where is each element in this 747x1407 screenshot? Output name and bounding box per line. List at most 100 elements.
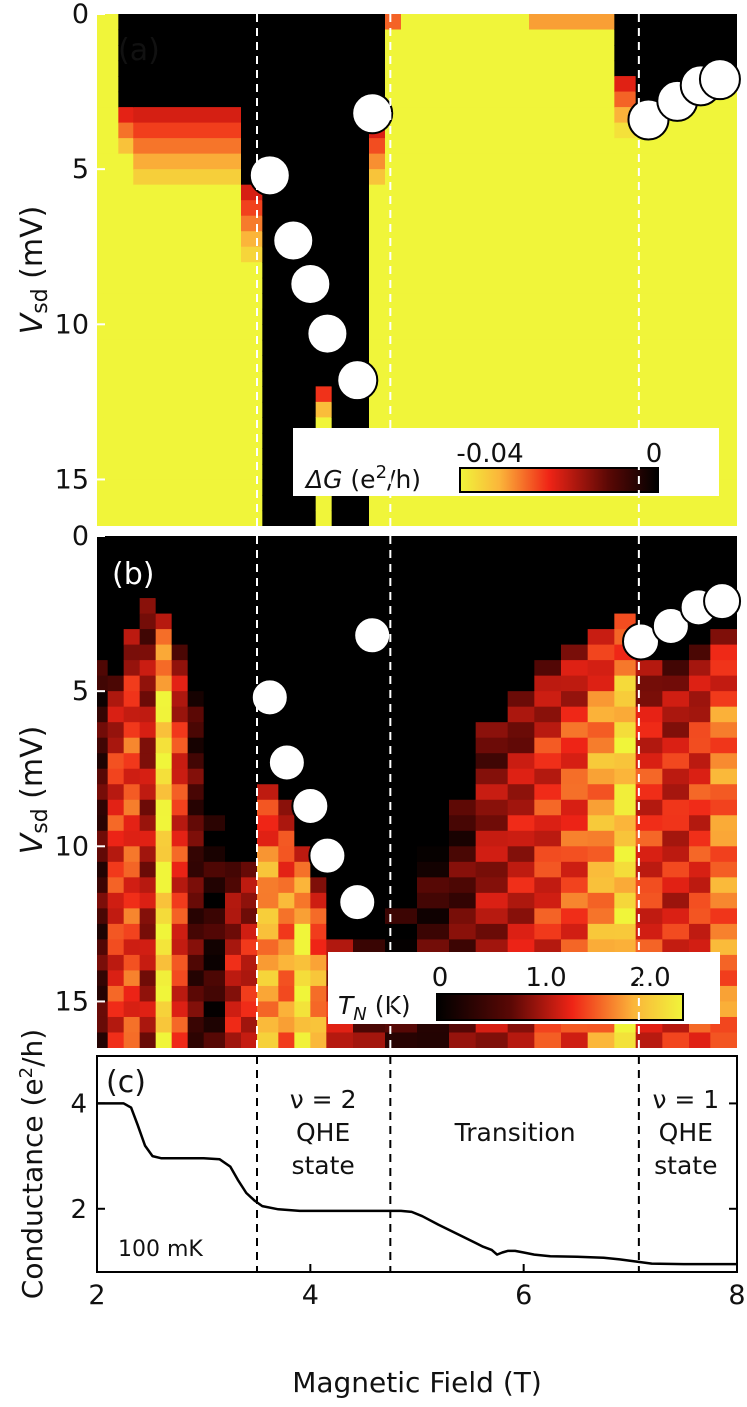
heatmap-cell bbox=[614, 706, 637, 723]
heatmap-cell bbox=[241, 939, 258, 956]
heatmap-cell bbox=[689, 355, 711, 372]
heatmap-cell bbox=[294, 644, 311, 661]
heatmap-cell bbox=[710, 691, 737, 708]
heatmap-cell bbox=[689, 846, 711, 863]
heatmap-cell bbox=[241, 877, 258, 894]
heatmap-cell bbox=[262, 355, 295, 372]
heatmap-cell bbox=[225, 1032, 242, 1048]
heatmap-cell bbox=[118, 200, 134, 217]
heatmap-cell bbox=[123, 706, 141, 723]
heatmap-cell bbox=[203, 629, 226, 646]
data-marker bbox=[250, 678, 289, 717]
heatmap-cell bbox=[107, 613, 125, 630]
heatmap-cell bbox=[133, 76, 242, 93]
heatmap-cell bbox=[187, 799, 205, 816]
heatmap-cell bbox=[103, 463, 119, 481]
heatmap-cell bbox=[561, 598, 589, 615]
heatmap-cell bbox=[353, 660, 386, 677]
heatmap-cell bbox=[369, 153, 386, 170]
heatmap-cell bbox=[139, 675, 157, 692]
heatmap-cell bbox=[241, 432, 263, 450]
heatmap-cell bbox=[587, 939, 615, 956]
heatmap-cell bbox=[241, 598, 258, 615]
heatmap-cell bbox=[529, 60, 615, 77]
heatmap-cell bbox=[689, 939, 711, 956]
panel-a-y-axis-title-sub: sd bbox=[28, 288, 53, 313]
heatmap-cell bbox=[635, 722, 663, 739]
heatmap-cell bbox=[171, 598, 189, 615]
heatmap-cell bbox=[155, 691, 173, 708]
heatmap-cell bbox=[401, 14, 530, 31]
heatmap-cell bbox=[97, 308, 104, 325]
panel-a-heatmap bbox=[97, 14, 737, 526]
panel-b-colorbar-title-unit: (K) bbox=[367, 991, 411, 1020]
heatmap-cell bbox=[118, 153, 134, 170]
heatmap-cell bbox=[534, 598, 562, 615]
heatmap-cell bbox=[123, 877, 141, 894]
heatmap-cell bbox=[449, 675, 477, 692]
data-marker bbox=[248, 154, 291, 197]
heatmap-cell bbox=[529, 76, 615, 93]
heatmap-cell bbox=[710, 830, 737, 847]
heatmap-cell bbox=[123, 954, 141, 972]
heatmap-cell bbox=[385, 644, 418, 661]
heatmap-cell bbox=[241, 644, 258, 661]
heatmap-cell bbox=[385, 768, 418, 785]
heatmap-cell bbox=[417, 629, 450, 646]
heatmap-cell bbox=[315, 169, 333, 186]
heatmap-cell bbox=[385, 262, 402, 279]
heatmap-cell bbox=[587, 675, 615, 692]
heatmap-cell bbox=[331, 215, 354, 232]
panel-a-y-axis-title: Vsd (mV) bbox=[15, 206, 53, 335]
heatmap-cell bbox=[401, 262, 530, 279]
heatmap-cell bbox=[118, 448, 134, 465]
heatmap-cell bbox=[241, 784, 258, 801]
heatmap-cell bbox=[171, 1016, 189, 1034]
heatmap-cell bbox=[278, 815, 295, 832]
heatmap-cell bbox=[587, 613, 615, 630]
heatmap-cell bbox=[225, 629, 242, 646]
heatmap-cell bbox=[689, 629, 711, 646]
heatmap-cell bbox=[353, 200, 370, 217]
heatmap-cell bbox=[225, 551, 242, 568]
heatmap-cell bbox=[107, 737, 125, 754]
heatmap-cell bbox=[310, 908, 327, 925]
heatmap-cell bbox=[662, 799, 690, 816]
heatmap-cell bbox=[241, 1001, 258, 1018]
heatmap-cell bbox=[353, 1032, 386, 1048]
heatmap-cell bbox=[353, 153, 370, 170]
heatmap-cell bbox=[97, 629, 109, 646]
heatmap-cell bbox=[449, 908, 477, 925]
heatmap-cell bbox=[662, 494, 690, 512]
heatmap-cell bbox=[561, 1032, 589, 1048]
heatmap-cell bbox=[257, 660, 279, 677]
heatmap-cell bbox=[123, 970, 141, 987]
heatmap-cell bbox=[529, 169, 615, 186]
heatmap-cell bbox=[241, 768, 258, 785]
heatmap-cell bbox=[294, 401, 317, 418]
heatmap-cell bbox=[241, 308, 263, 325]
heatmap-cell bbox=[529, 29, 615, 46]
heatmap-cell bbox=[662, 293, 690, 310]
heatmap-cell bbox=[139, 861, 157, 878]
heatmap-cell bbox=[225, 815, 242, 832]
heatmap-cell bbox=[385, 510, 402, 526]
heatmap-cell bbox=[107, 939, 125, 956]
heatmap-cell bbox=[369, 45, 386, 62]
heatmap-cell bbox=[171, 784, 189, 801]
heatmap-cell bbox=[203, 1016, 226, 1034]
heatmap-cell bbox=[123, 1001, 141, 1018]
heatmap-cell bbox=[401, 386, 530, 403]
heatmap-cell bbox=[385, 277, 402, 294]
heatmap-cell bbox=[257, 877, 279, 894]
heatmap-cell bbox=[662, 923, 690, 940]
heatmap-cell bbox=[262, 29, 295, 46]
heatmap-cell bbox=[187, 815, 205, 832]
heatmap-cell bbox=[449, 846, 477, 863]
data-marker bbox=[698, 58, 741, 101]
heatmap-cell bbox=[310, 939, 327, 956]
heatmap-cell bbox=[123, 660, 141, 677]
heatmap-cell bbox=[97, 660, 109, 677]
heatmap-cell bbox=[417, 908, 450, 925]
